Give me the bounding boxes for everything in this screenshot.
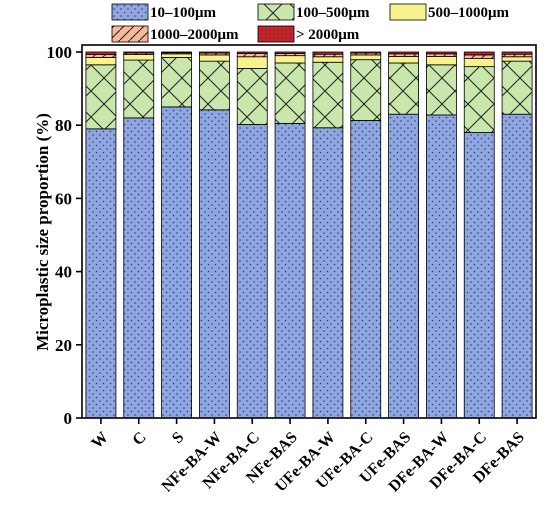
legend-label: 100–500μm — [296, 5, 370, 21]
bar-segment — [161, 106, 192, 419]
bars-layer — [85, 51, 533, 419]
plot-frame — [81, 44, 537, 419]
bar-segment — [123, 51, 155, 54]
y-tick-label: 0 — [64, 409, 73, 428]
y-tick-label: 100 — [47, 43, 73, 62]
bar-segment — [426, 114, 457, 419]
bar-segment — [501, 56, 533, 62]
bar-segment — [312, 56, 344, 63]
legend-label: 1000–2000μm — [150, 27, 239, 43]
y-tick-label: 60 — [55, 189, 72, 208]
bar-segment — [388, 55, 419, 64]
y-axis-title: Microplastic size proportion (%) — [33, 113, 52, 351]
bar-segment — [236, 68, 268, 125]
bar-segment — [350, 54, 382, 61]
bar-segment — [501, 51, 533, 55]
bar-segment — [501, 60, 533, 115]
bar-segment — [463, 51, 495, 56]
x-tick-label: S — [169, 429, 187, 447]
legend-swatch — [389, 3, 427, 21]
bar-segment — [236, 53, 268, 58]
bar-segment — [463, 58, 495, 68]
bar-segment — [161, 51, 192, 54]
bar-segment — [123, 54, 155, 61]
bar-segment — [236, 51, 268, 54]
bar-segment — [85, 57, 117, 66]
bar-segment — [85, 128, 117, 419]
bar-segment — [426, 51, 457, 55]
bar-segment — [123, 117, 155, 419]
bar-segment — [350, 120, 382, 419]
bar-segment — [161, 57, 192, 108]
bar-segment — [312, 61, 344, 129]
legend-swatch — [111, 25, 149, 43]
x-tick-label: C — [129, 429, 149, 449]
bar-segment — [199, 60, 230, 111]
bar-segment — [274, 122, 306, 419]
bar-segment — [199, 51, 230, 54]
bar-segment — [85, 64, 117, 130]
bar-segment — [388, 113, 419, 419]
bar-segment — [236, 124, 268, 419]
bar-segment — [161, 53, 192, 58]
bar-segment — [350, 51, 382, 54]
bar-segment — [274, 62, 306, 124]
legend-swatch — [111, 3, 149, 21]
bar-segment — [274, 55, 306, 64]
bar-segment — [199, 54, 230, 62]
legend-label: > 2000μm — [296, 27, 360, 43]
bar-segment — [350, 59, 382, 121]
bar-segment — [463, 66, 495, 133]
bar-segment — [199, 109, 230, 419]
bar-segment — [236, 56, 268, 69]
y-tick-label: 40 — [55, 263, 72, 282]
bar-segment — [85, 51, 117, 55]
legend-swatch — [257, 25, 295, 43]
legend-swatch — [257, 3, 295, 21]
legend: 10–100μm 100–500μm 500–1000μm 1000–2000μm > … — [111, 3, 510, 43]
bar-segment — [85, 54, 117, 58]
bar-segment — [501, 113, 533, 419]
bar-segment — [426, 64, 457, 116]
bar-segment — [388, 51, 419, 55]
bar-segment — [274, 51, 306, 54]
bar-segment — [123, 59, 155, 119]
bar-segment — [388, 62, 419, 115]
bar-segment — [312, 51, 344, 55]
x-tick-label: W — [88, 429, 111, 452]
bar-segment — [312, 127, 344, 419]
legend-label: 500–1000μm — [428, 5, 510, 21]
y-tick-label: 20 — [55, 336, 72, 355]
bar-segment — [463, 54, 495, 59]
legend-label: 10–100μm — [150, 5, 217, 21]
y-tick-label: 80 — [55, 116, 72, 135]
bar-segment — [463, 132, 495, 419]
bar-segment — [426, 55, 457, 66]
